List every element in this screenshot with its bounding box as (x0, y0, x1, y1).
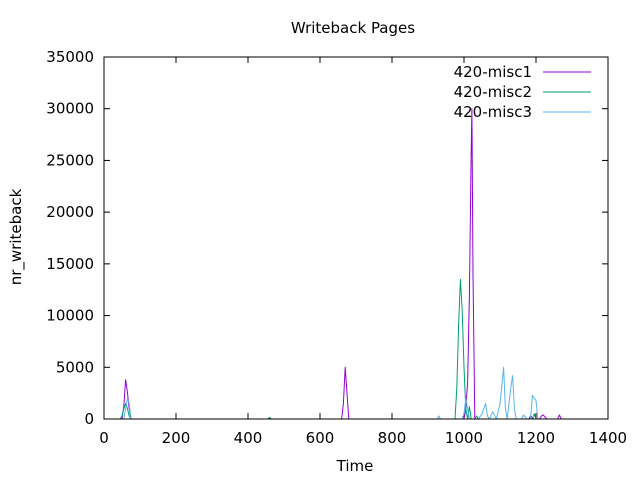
chart-title: Writeback Pages (291, 19, 415, 37)
x-tick-label: 200 (162, 429, 191, 447)
legend: 420-misc1 420-misc2 420-misc3 (454, 63, 591, 121)
y-axis-label: nr_writeback (7, 188, 26, 285)
y-tick-label: 25000 (46, 151, 94, 169)
legend-label: 420-misc1 (454, 63, 532, 81)
y-tick-label: 20000 (46, 203, 94, 221)
plot-frame (103, 56, 609, 420)
x-tick-label: 400 (234, 429, 263, 447)
x-tick-label: 600 (306, 429, 335, 447)
y-tick-label: 15000 (46, 255, 94, 273)
y-tick-label: 35000 (46, 48, 94, 66)
legend-label: 420-misc2 (454, 83, 532, 101)
axis-ticks: 0 200 400 600 800 1000 1200 1400 0 5000 10000 15000… (46, 48, 627, 447)
y-tick-label: 0 (84, 410, 94, 428)
x-tick-label: 1200 (517, 429, 555, 447)
x-tick-label: 0 (99, 429, 109, 447)
x-axis-label: Time (336, 457, 374, 475)
y-tick-label: 10000 (46, 307, 94, 325)
x-tick-label: 1000 (445, 429, 483, 447)
y-tick-label: 30000 (46, 100, 94, 118)
x-tick-label: 800 (378, 429, 407, 447)
series-layer (104, 108, 565, 420)
legend-label: 420-misc3 (454, 103, 532, 121)
series-line-420-misc3 (104, 366, 539, 420)
y-tick-label: 5000 (56, 358, 94, 376)
x-tick-label: 1400 (589, 429, 627, 447)
